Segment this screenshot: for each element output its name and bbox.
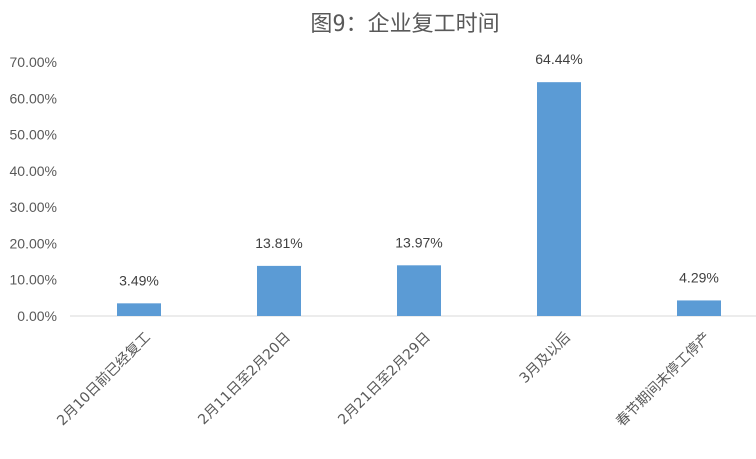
data-label: 4.29% xyxy=(679,269,719,285)
bar xyxy=(257,265,301,316)
data-label: 13.81% xyxy=(255,235,302,251)
x-category-label: 2月11日至2月20日 xyxy=(195,330,294,429)
bar xyxy=(537,82,581,316)
data-label: 3.49% xyxy=(119,272,159,288)
data-label: 64.44% xyxy=(535,51,582,67)
x-category-label: 3月及以后 xyxy=(517,330,574,387)
data-labels: 3.49% 13.81% 13.97% 64.44% 4.29% xyxy=(119,51,719,288)
y-tick-label: 70.00% xyxy=(10,54,57,70)
y-tick-label: 0.00% xyxy=(17,308,57,324)
x-category-label: 春节期间未停工停产 xyxy=(613,329,714,430)
bar xyxy=(397,265,441,316)
bar xyxy=(677,300,721,316)
y-tick-label: 20.00% xyxy=(10,235,57,251)
y-tick-label: 40.00% xyxy=(10,163,57,179)
data-label: 13.97% xyxy=(395,234,442,250)
bar xyxy=(117,303,161,316)
x-axis-categories: 2月10日前已经复工 2月11日至2月20日 2月21日至2月29日 3月及以后 春节期… xyxy=(54,329,714,430)
chart-title: 图9：企业复工时间 xyxy=(310,12,499,37)
x-category-label: 2月10日前已经复工 xyxy=(54,329,154,429)
y-tick-label: 30.00% xyxy=(10,199,57,215)
y-tick-label: 60.00% xyxy=(10,90,57,106)
bars xyxy=(117,82,721,316)
y-axis: 0.00% 10.00% 20.00% 30.00% 40.00% 50.00% 60.00… xyxy=(10,54,57,324)
x-category-label: 2月21日至2月29日 xyxy=(335,330,434,429)
y-tick-label: 10.00% xyxy=(10,272,57,288)
y-tick-label: 50.00% xyxy=(10,127,57,143)
